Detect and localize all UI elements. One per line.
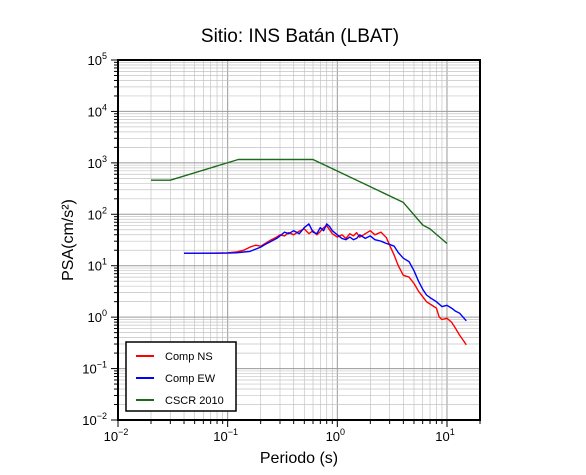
legend-label: CSCR 2010 (165, 395, 224, 407)
y-tick-label: 102 (88, 205, 107, 222)
legend-label: Comp EW (165, 373, 216, 385)
chart-title: Sitio: INS Batán (LBAT) (201, 26, 399, 47)
x-tick-label: 101 (435, 427, 454, 444)
x-tick-label: 10−1 (213, 427, 238, 444)
grid-lines (117, 59, 481, 421)
x-axis-label: Periodo (s) (260, 450, 338, 467)
y-tick-label: 100 (88, 308, 107, 325)
series-line-comp-ns (184, 225, 467, 346)
series-line-cscr-2010 (151, 158, 448, 245)
series-line-comp-ew (184, 223, 467, 322)
x-tick-label: 10−2 (104, 427, 129, 444)
y-axis-label: PSA(cm/s²) (60, 199, 77, 281)
y-tick-label: 105 (88, 51, 107, 68)
x-tick-label: 100 (326, 427, 345, 444)
series-lines (151, 158, 467, 346)
y-tick-label: 103 (88, 154, 107, 171)
y-tick-label: 10−1 (82, 360, 107, 377)
legend-label: Comp NS (165, 351, 213, 363)
legend: Comp NS Comp EW CSCR 2010 (125, 341, 237, 412)
y-tick-label: 10−2 (82, 411, 107, 428)
y-tick-label: 101 (88, 257, 107, 274)
plot-frame (117, 59, 481, 421)
axis-ticks: 10−2 10−1 100 101 10−2 10−1 100 101 102 103 104 105 (82, 51, 481, 444)
y-tick-label: 104 (88, 102, 107, 119)
